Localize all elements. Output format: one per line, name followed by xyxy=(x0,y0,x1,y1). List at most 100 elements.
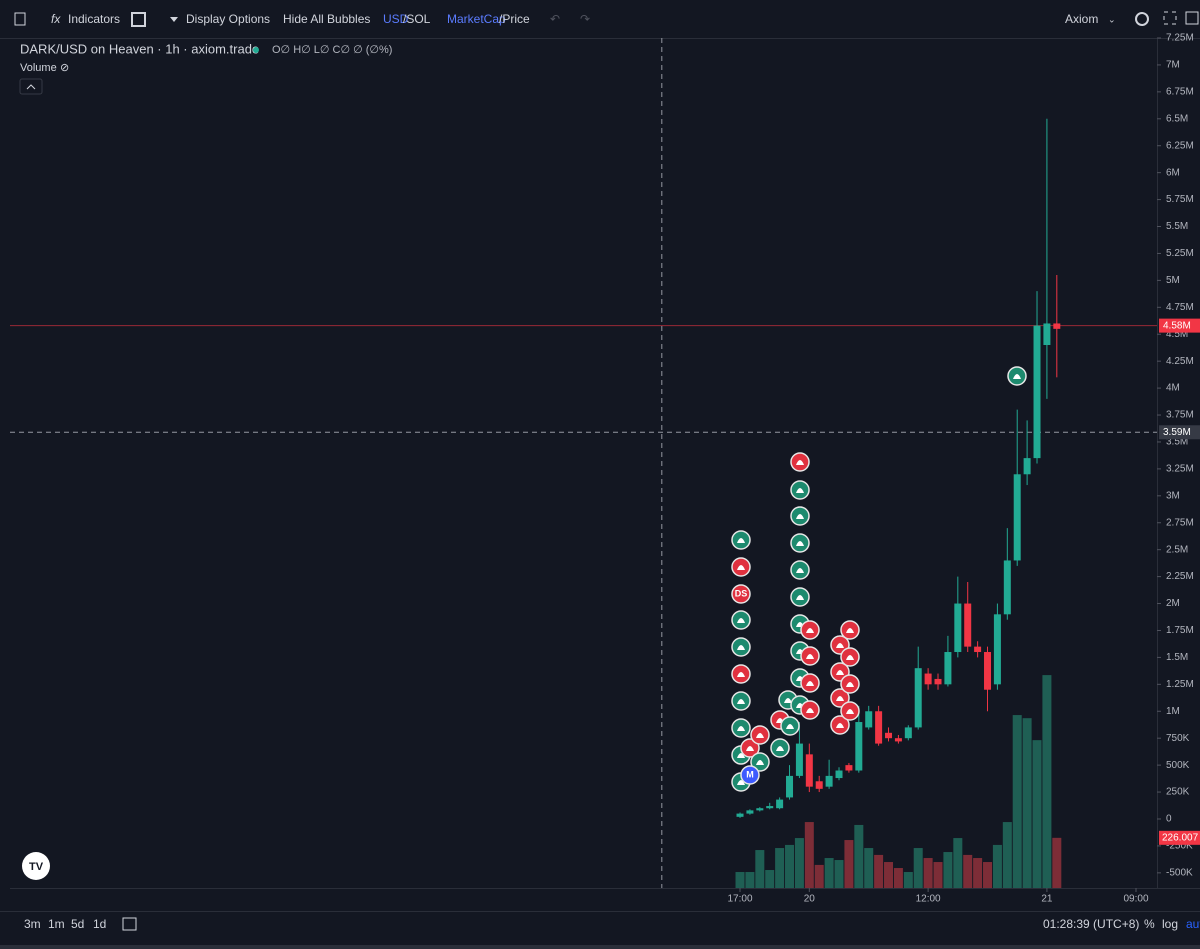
metric-marketcap[interactable]: MarketCap xyxy=(447,12,506,26)
volume-bar xyxy=(804,822,814,888)
bubble-icon xyxy=(806,708,814,713)
volume-bar xyxy=(973,858,983,888)
y-tick-label: 4.25M xyxy=(1166,356,1194,367)
bubble-icon xyxy=(737,672,745,677)
log-toggle[interactable]: log xyxy=(1162,917,1178,931)
auto-toggle[interactable]: auto xyxy=(1186,917,1200,931)
y-tick-label: 5.25M xyxy=(1166,248,1194,259)
candle-body xyxy=(736,813,744,817)
candle-body xyxy=(1013,474,1021,561)
date-range-icon[interactable] xyxy=(122,917,137,931)
bubble-icon xyxy=(756,760,764,765)
volume-last-label: 226.007 xyxy=(1162,832,1199,843)
redo-icon[interactable]: ↷ xyxy=(580,12,590,26)
y-tick-label: 1.25M xyxy=(1166,679,1194,690)
candle-body xyxy=(1023,458,1031,475)
bubble-icon xyxy=(737,726,745,731)
candle-body xyxy=(885,732,893,739)
volume-bar xyxy=(1002,822,1012,888)
y-tick-label: 1.5M xyxy=(1166,652,1188,663)
y-tick-label: 6.5M xyxy=(1166,113,1188,124)
volume-bar xyxy=(1042,675,1052,888)
bubble-icon xyxy=(737,699,745,704)
bubble-icon xyxy=(836,723,844,728)
bubble-icon xyxy=(737,538,745,543)
currency-usd[interactable]: USD xyxy=(383,12,409,26)
x-tick-label: 09:00 xyxy=(1123,894,1148,905)
range-button[interactable]: 3m xyxy=(24,917,41,931)
volume-bar xyxy=(745,872,755,888)
bubble-icon xyxy=(806,628,814,633)
candle-body xyxy=(954,603,962,653)
trade-bubble xyxy=(740,765,760,785)
bubble-label: M xyxy=(746,769,754,779)
undo-icon[interactable]: ↶ xyxy=(550,12,560,26)
bubble-icon xyxy=(796,514,804,519)
volume-bar xyxy=(893,868,903,888)
y-tick-label: 2.75M xyxy=(1166,517,1194,528)
display-options-button[interactable]: Display Options xyxy=(186,12,270,26)
layout-icon[interactable] xyxy=(131,12,146,27)
y-tick-label: 750K xyxy=(1166,733,1190,744)
range-button[interactable]: 1d xyxy=(93,917,106,931)
account-menu[interactable]: Axiom xyxy=(1065,12,1098,26)
bubble-icon xyxy=(737,565,745,570)
candle-body xyxy=(904,727,912,739)
volume-hidden-icon[interactable]: ⊘ xyxy=(60,62,69,74)
candle-body xyxy=(964,603,972,647)
candle-type-icon[interactable] xyxy=(14,12,26,26)
volume-bar xyxy=(913,848,923,888)
fx-icon[interactable]: fx xyxy=(51,12,61,26)
y-tick-label: -250K xyxy=(1166,841,1193,852)
candle-body xyxy=(1053,323,1061,329)
indicators-button[interactable]: Indicators xyxy=(68,12,120,26)
y-tick-label: 5M xyxy=(1166,275,1180,286)
candle-body xyxy=(746,810,754,814)
bubble-icon xyxy=(836,696,844,701)
symbol-title: DARK/USD on Heaven · 1h · axiom.trade xyxy=(20,41,259,56)
scroll-strip xyxy=(0,945,1200,949)
y-tick-label: 1.75M xyxy=(1166,625,1194,636)
snapshot-icon[interactable] xyxy=(1185,11,1199,25)
candle-body xyxy=(805,754,813,787)
currency-sol[interactable]: /SOL xyxy=(403,12,431,26)
settings-icon[interactable] xyxy=(1135,12,1149,26)
range-button[interactable]: 1m xyxy=(48,917,65,931)
y-tick-label: 3M xyxy=(1166,490,1180,501)
legend: DARK/USD on Heaven · 1h · axiom.trade O∅… xyxy=(19,41,392,95)
bubble-icon xyxy=(1013,374,1021,379)
bubble-icon xyxy=(784,698,792,703)
dropdown-arrow[interactable] xyxy=(170,17,178,22)
clock: 01:28:39 (UTC+8) xyxy=(1043,917,1139,931)
fullscreen-icon[interactable] xyxy=(1163,11,1177,25)
bubble-icon xyxy=(846,709,854,714)
bubble-icon xyxy=(836,670,844,675)
hide-bubbles-button[interactable]: Hide All Bubbles xyxy=(283,12,370,26)
logo-text: TV xyxy=(29,861,44,873)
x-tick-label: 17:00 xyxy=(728,894,753,905)
bubble-icon xyxy=(796,488,804,493)
collapse-arrow xyxy=(26,84,36,90)
volume-bar xyxy=(923,858,933,888)
account-arrow[interactable]: ⌄ xyxy=(1108,14,1116,24)
y-tick-label: 6M xyxy=(1166,167,1180,178)
candle-body xyxy=(875,711,883,744)
collapse-button[interactable] xyxy=(19,78,43,95)
volume-bar xyxy=(834,860,844,888)
range-button[interactable]: 5d xyxy=(71,917,84,931)
last-price-label: 4.58M xyxy=(1163,320,1191,331)
bubble-icon xyxy=(737,618,745,623)
candle-body xyxy=(835,770,843,779)
y-tick-label: -500K xyxy=(1166,867,1193,878)
bubble-icon xyxy=(846,682,854,687)
bubble-icon xyxy=(796,568,804,573)
y-tick-label: 0 xyxy=(1166,814,1172,825)
volume-bar xyxy=(983,862,993,888)
bubble-icon xyxy=(796,460,804,465)
crosshair-label: 3.59M xyxy=(1163,427,1191,438)
metric-price[interactable]: /Price xyxy=(499,12,530,26)
percent-toggle[interactable]: % xyxy=(1144,917,1155,931)
candle-body xyxy=(815,781,823,789)
candle-body xyxy=(984,652,992,690)
